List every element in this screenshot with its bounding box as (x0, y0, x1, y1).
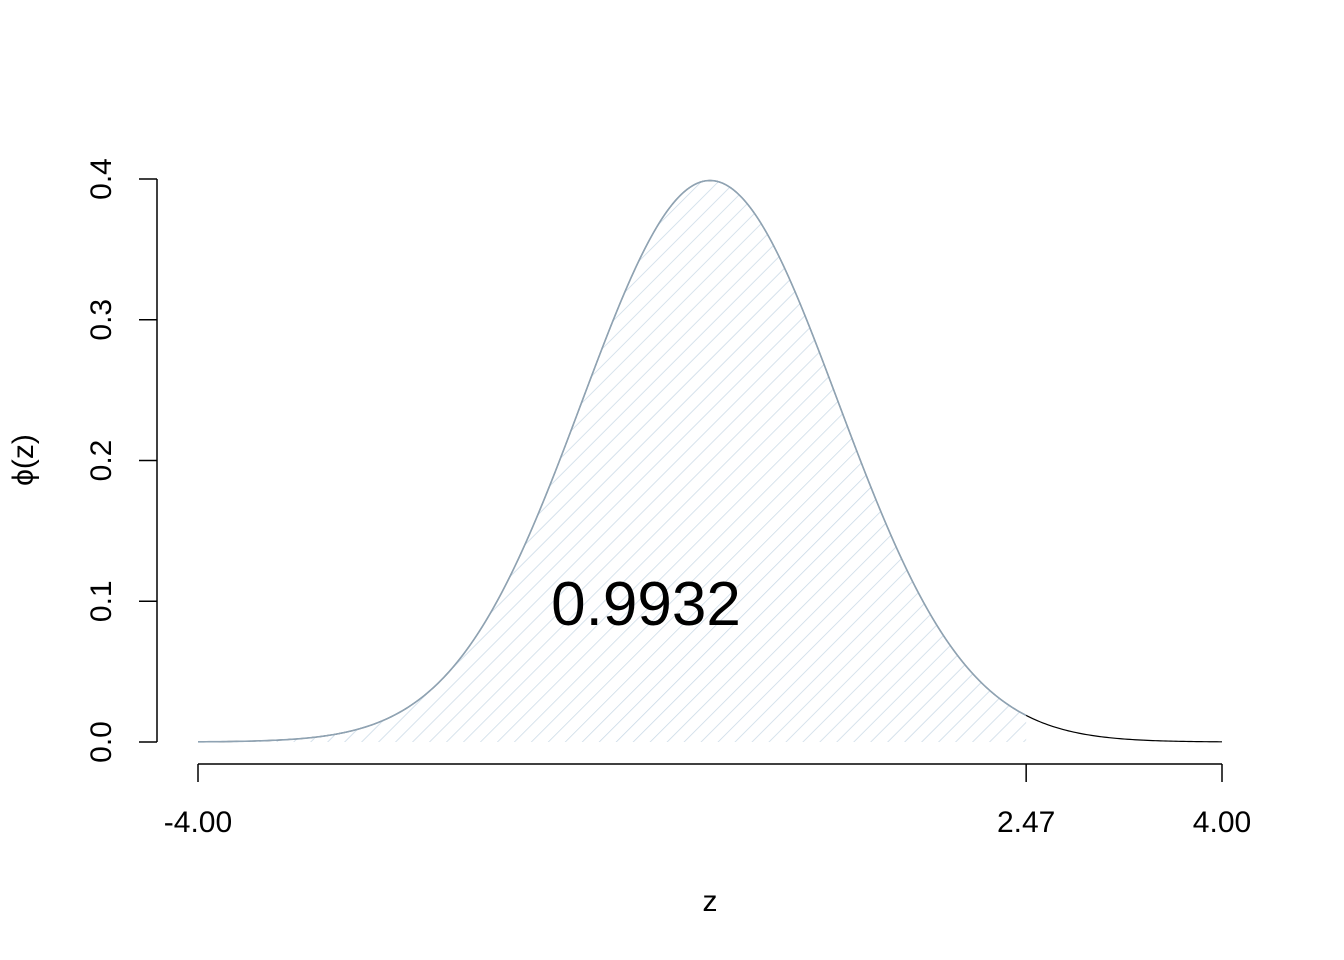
x-tick-label: 4.00 (1193, 806, 1251, 839)
y-tick-label: 0.1 (85, 580, 118, 622)
x-tick-label: -4.00 (164, 806, 232, 839)
y-axis: 0.0 0.1 0.2 0.3 0.4 (85, 158, 158, 763)
y-tick-label: 0.0 (85, 721, 118, 763)
y-tick-label: 0.3 (85, 299, 118, 341)
shaded-area-edge (197, 179, 1027, 743)
area-probability-label: 0.9932 (551, 570, 741, 639)
y-tick-label: 0.4 (85, 158, 118, 200)
shaded-area (198, 180, 1027, 742)
plot-area (197, 179, 1223, 743)
y-tick-label: 0.2 (85, 440, 118, 482)
x-tick-label: 2.47 (997, 806, 1055, 839)
x-axis: -4.00 2.47 4.00 (164, 763, 1251, 839)
x-axis-label: z (703, 885, 718, 918)
y-axis-label: ϕ(z) (7, 434, 40, 486)
